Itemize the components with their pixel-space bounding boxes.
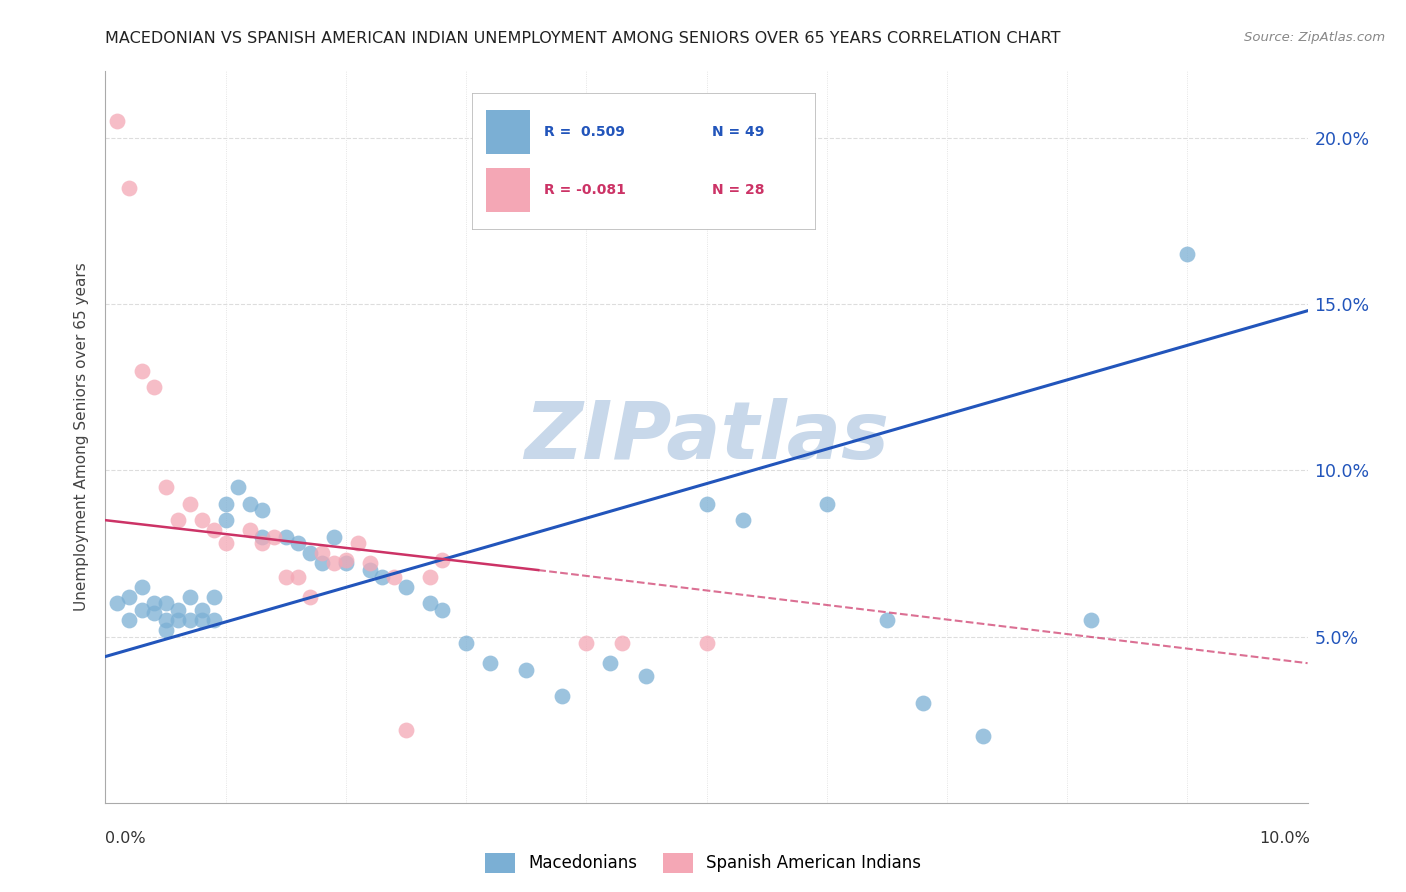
Point [250,503,273,517]
Point [322,557,344,571]
Point [298,546,321,560]
Point [118,590,141,604]
Point [107,596,129,610]
Point [382,570,405,584]
Point [430,603,453,617]
Point [239,497,262,511]
Text: MACEDONIAN VS SPANISH AMERICAN INDIAN UNEMPLOYMENT AMONG SENIORS OVER 65 YEARS C: MACEDONIAN VS SPANISH AMERICAN INDIAN UN… [105,31,1062,46]
Point [190,603,212,617]
Point [190,513,212,527]
Text: 0.0%: 0.0% [105,831,146,846]
Point [155,480,177,494]
Point [1175,247,1198,261]
Point [202,590,225,604]
Point [214,497,236,511]
Point [239,523,262,537]
Point [118,613,141,627]
Point [155,596,177,610]
Point [155,613,177,627]
Point [311,546,333,560]
Text: 10.0%: 10.0% [1260,831,1310,846]
Point [202,523,225,537]
Point [131,363,153,377]
Point [371,570,394,584]
Point [515,663,537,677]
Point [131,603,153,617]
Point [599,656,621,670]
Point [1080,613,1102,627]
Point [612,636,634,650]
Point [142,380,165,394]
Point [118,180,141,194]
Point [166,603,188,617]
Point [430,553,453,567]
Point [322,530,344,544]
Point [274,530,297,544]
Point [876,613,898,627]
Y-axis label: Unemployment Among Seniors over 65 years: Unemployment Among Seniors over 65 years [75,263,90,611]
Point [142,596,165,610]
Point [419,570,441,584]
Point [972,729,994,743]
Point [179,613,201,627]
Point [731,513,754,527]
Point [636,669,658,683]
Point [575,636,598,650]
Text: ZIPatlas: ZIPatlas [524,398,889,476]
Point [142,607,165,621]
Point [226,480,249,494]
Point [815,497,838,511]
Point [359,557,381,571]
Point [263,530,285,544]
Point [155,623,177,637]
Text: Source: ZipAtlas.com: Source: ZipAtlas.com [1244,31,1385,45]
Point [696,636,718,650]
Point [335,557,357,571]
Point [190,613,212,627]
Point [395,723,418,737]
Point [214,513,236,527]
Point [287,570,309,584]
Point [551,690,574,704]
Point [911,696,934,710]
Point [166,513,188,527]
Point [131,580,153,594]
Point [179,497,201,511]
Point [287,536,309,550]
Point [214,536,236,550]
Point [335,553,357,567]
Point [395,580,418,594]
Point [347,536,370,550]
Point [107,114,129,128]
Point [166,613,188,627]
Point [311,557,333,571]
Point [419,596,441,610]
Point [202,613,225,627]
Point [696,497,718,511]
Point [179,590,201,604]
Point [359,563,381,577]
Point [250,536,273,550]
Legend: Macedonians, Spanish American Indians: Macedonians, Spanish American Indians [478,847,928,880]
Point [479,656,502,670]
Point [250,530,273,544]
Point [274,570,297,584]
Point [454,636,477,650]
Point [298,590,321,604]
